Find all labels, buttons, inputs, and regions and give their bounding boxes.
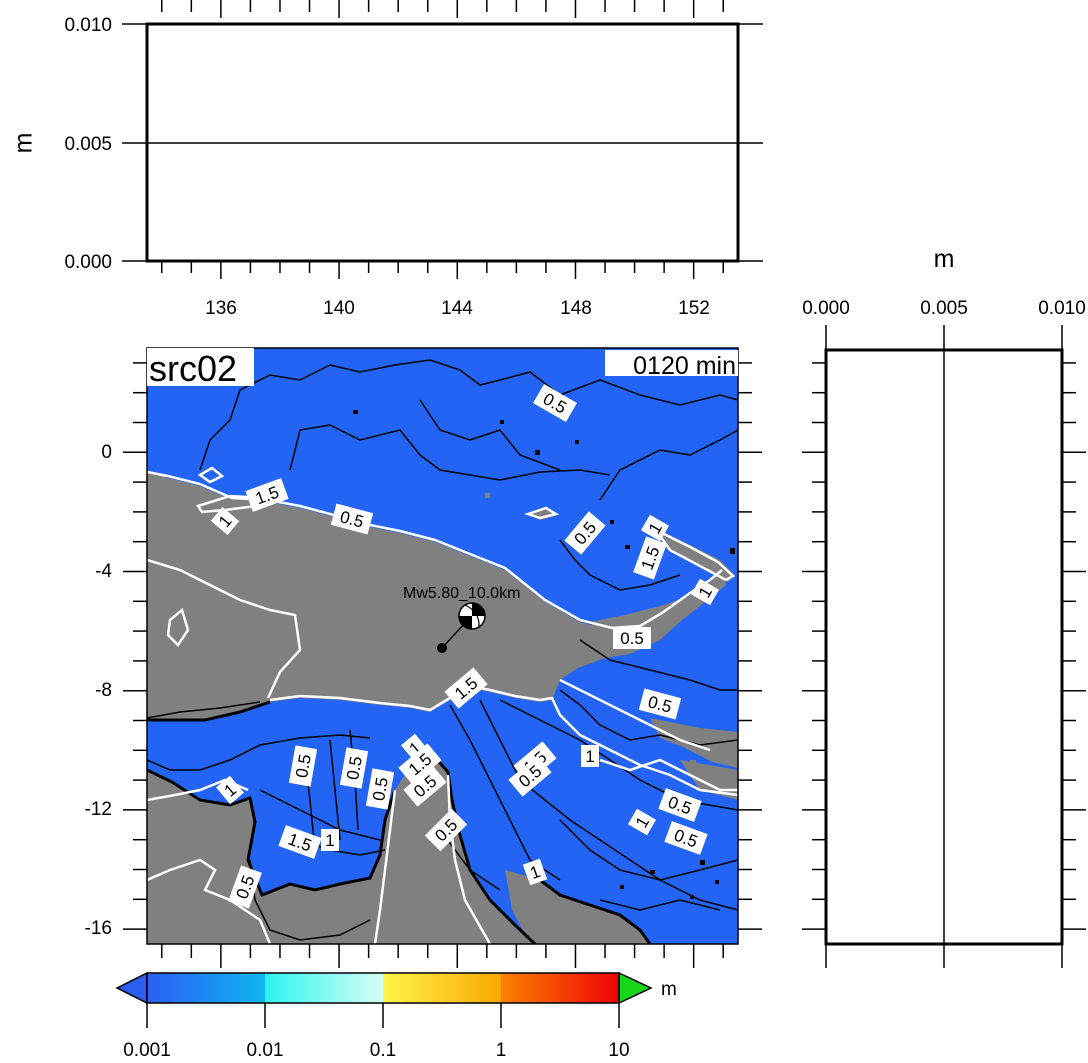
xtick-label: 148 — [560, 298, 592, 319]
land-island — [520, 900, 575, 944]
map-ytick-label: 0 — [101, 442, 112, 463]
colorbar-tick-label: 0.001 — [123, 1040, 171, 1061]
svg-text:1: 1 — [585, 747, 594, 766]
contour-label: 1.5 — [633, 536, 667, 580]
map-ytick-label: -12 — [85, 799, 112, 820]
contour-label: 1 — [216, 775, 244, 805]
xtick-label: 136 — [205, 298, 237, 319]
svg-text:0.5: 0.5 — [343, 755, 366, 782]
xtick-label: 140 — [323, 298, 355, 319]
contour-label: 0.5 — [638, 688, 682, 720]
colorbar-tick-label: 0.1 — [370, 1040, 396, 1061]
map-ytick-label: -16 — [85, 918, 112, 939]
colorbar-unit: m — [661, 979, 677, 1000]
top-ytick-label: 0.010 — [64, 15, 112, 36]
contour-label: 0.5 — [330, 503, 374, 535]
contour-label: 1 — [321, 829, 339, 851]
contour-label: 1 — [581, 745, 599, 767]
right-xtick-label: 0.005 — [920, 298, 968, 319]
svg-text:0.5: 0.5 — [620, 629, 644, 648]
title-box — [147, 348, 254, 386]
time-box — [605, 350, 738, 376]
colorbar-tick-label: 0.01 — [247, 1040, 284, 1061]
contour-label: 0.5 — [613, 627, 651, 649]
contour-label: 0.5 — [288, 745, 318, 787]
earthquake-source: Mw5.80_10.0km — [403, 585, 520, 653]
right-xlabel: m — [934, 245, 955, 273]
contour-label: 0.5 — [365, 768, 395, 810]
colorbar-tick-label: 10 — [608, 1040, 629, 1061]
map-frame — [146, 347, 739, 945]
contour-label: 1 — [522, 858, 548, 886]
epicenter-marker — [437, 643, 447, 653]
right-profile-panel: m 0.000 0.005 0.010 — [802, 245, 1086, 968]
top-ytick-label: 0.005 — [64, 134, 112, 155]
white-contours — [147, 466, 738, 944]
colorbar-above-triangle — [618, 971, 653, 1005]
source-label: Mw5.80_10.0km — [403, 585, 520, 602]
map-panel: 0.51.510.50.51.5110.51.50.511.50.511.50.… — [85, 347, 762, 968]
colorbar: m 0.001 0.01 0.1 1 10 — [115, 971, 677, 1061]
map-title: src02 — [149, 348, 237, 389]
svg-text:0.5: 0.5 — [292, 753, 315, 780]
colorbar-segment — [147, 973, 265, 1003]
contour-label: 1 — [210, 507, 240, 535]
time-label: 0120 min — [633, 352, 736, 380]
right-xtick-label: 0.010 — [1038, 298, 1086, 319]
contour-label: 1.5 — [444, 667, 488, 709]
small-islands — [353, 410, 735, 899]
colorbar-below-triangle — [115, 971, 148, 1005]
colorbar-segment — [265, 973, 383, 1003]
svg-text:1: 1 — [325, 831, 334, 850]
right-xtick-label: 0.000 — [802, 298, 850, 319]
contour-label: 0.5 — [228, 865, 262, 909]
top-ylabel: m — [10, 133, 38, 154]
contour-label: 1 — [640, 514, 670, 542]
land-island — [655, 528, 735, 582]
beachball-icon — [458, 602, 486, 630]
map-ticks — [123, 362, 762, 968]
contour-label: 0.5 — [339, 747, 369, 789]
right-panel-ticks — [802, 362, 1086, 930]
svg-text:0.5: 0.5 — [369, 776, 392, 803]
contour-labels: 0.51.510.50.51.5110.51.50.511.50.511.50.… — [210, 383, 720, 909]
land-island — [590, 596, 695, 632]
colorbar-segment — [501, 973, 619, 1003]
map-ytick-label: -8 — [95, 680, 112, 701]
colorbar-segment — [383, 973, 501, 1003]
contour-label: 1 — [627, 808, 657, 836]
contour-label: 1 — [690, 578, 720, 606]
xtick-label: 152 — [678, 298, 710, 319]
map-ytick-label: -4 — [95, 561, 112, 582]
top-profile-panel: 0.010 0.005 0.000 m 136 140 144 148 152 — [10, 0, 763, 319]
top-panel-x-ticks — [161, 0, 724, 279]
top-ytick-label: 0.000 — [64, 252, 112, 273]
xtick-label: 144 — [441, 298, 473, 319]
colorbar-tick-label: 1 — [496, 1040, 507, 1061]
